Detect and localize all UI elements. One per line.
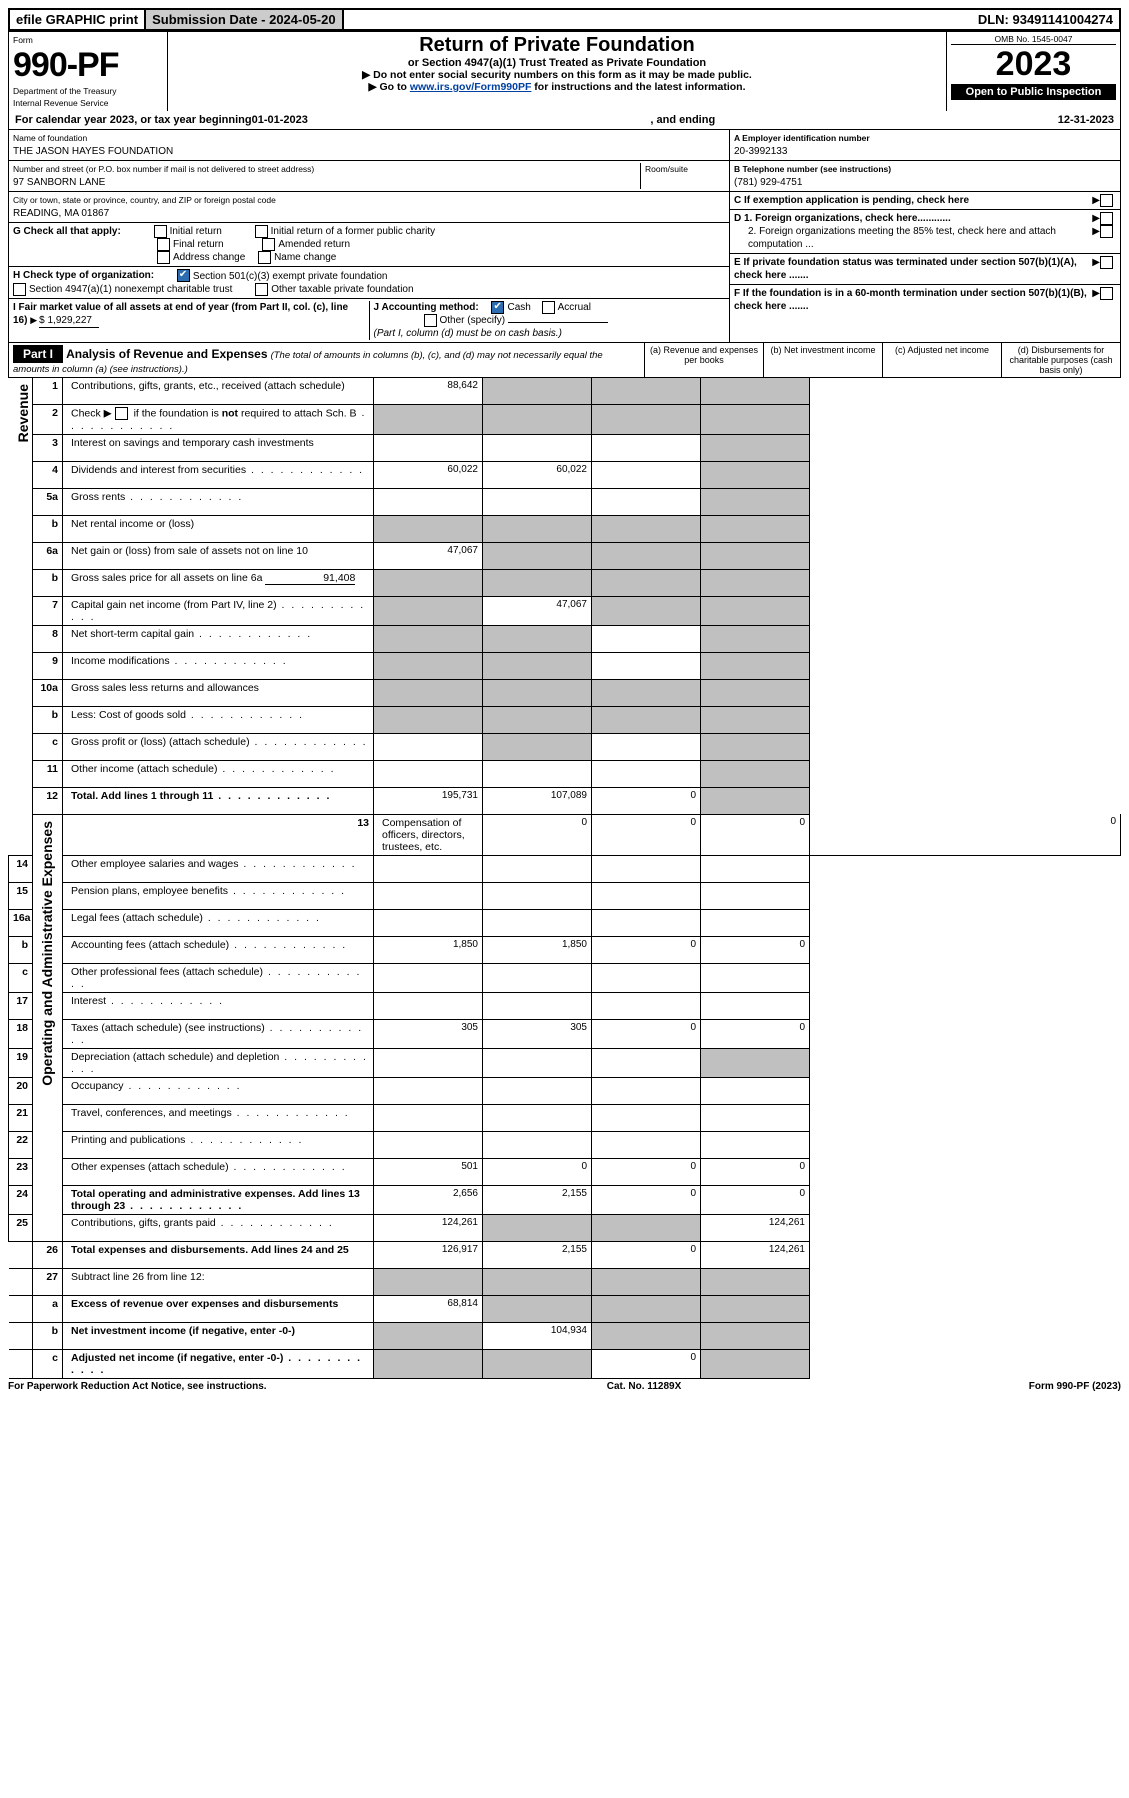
exemption-pending-checkbox[interactable] (1100, 194, 1113, 207)
street-address: 97 SANBORN LANE (13, 177, 105, 188)
room-label: Room/suite (645, 164, 688, 174)
info-grid: Name of foundation THE JASON HAYES FOUND… (8, 130, 1121, 343)
part1-title: Analysis of Revenue and Expenses (66, 347, 267, 361)
d2-label: 2. Foreign organizations meeting the 85%… (734, 225, 1092, 251)
j-label: J Accounting method: (374, 302, 479, 313)
revenue-section-label: Revenue (13, 380, 33, 446)
foreign-org-checkbox[interactable] (1100, 212, 1113, 225)
cat-no: Cat. No. 11289X (485, 1381, 803, 1392)
part1-label: Part I (13, 345, 63, 363)
top-bar: efile GRAPHIC print Submission Date - 20… (8, 8, 1121, 31)
h-label: H Check type of organization: (13, 271, 154, 282)
dept-label: Department of the Treasury (13, 86, 116, 96)
irs-link[interactable]: www.irs.gov/Form990PF (410, 81, 532, 93)
part1-header: Part I Analysis of Revenue and Expenses … (8, 343, 1121, 378)
e-label: E If private foundation status was termi… (734, 256, 1092, 282)
former-charity-checkbox[interactable] (255, 225, 268, 238)
addr-label: Number and street (or P.O. box number if… (13, 164, 314, 174)
opex-section-label: Operating and Administrative Expenses (37, 817, 57, 1090)
final-return-checkbox[interactable] (157, 238, 170, 251)
ein-label: A Employer identification number (734, 133, 870, 143)
note-link-row: ▶ Go to www.irs.gov/Form990PF for instru… (172, 81, 942, 93)
omb-label: OMB No. 1545-0047 (951, 34, 1116, 45)
cash-checkbox[interactable] (491, 301, 504, 314)
foreign-85-checkbox[interactable] (1100, 225, 1113, 238)
form-title: Return of Private Foundation (172, 34, 942, 57)
amended-return-checkbox[interactable] (262, 238, 275, 251)
name-change-checkbox[interactable] (258, 251, 271, 264)
form-number: 990-PF (13, 46, 119, 84)
j-note: (Part I, column (d) must be on cash basi… (374, 328, 562, 339)
col-a-head: (a) Revenue and expenses per books (644, 343, 763, 377)
fmv-value: $ 1,929,227 (39, 314, 99, 328)
phone-label: B Telephone number (see instructions) (734, 164, 891, 174)
form-ref: Form 990-PF (2023) (803, 1381, 1121, 1392)
60month-checkbox[interactable] (1100, 287, 1113, 300)
submission-date: Submission Date - 2024-05-20 (146, 10, 344, 29)
status-terminated-checkbox[interactable] (1100, 256, 1113, 269)
irs-label: Internal Revenue Service (13, 98, 108, 108)
efile-label[interactable]: efile GRAPHIC print (10, 10, 146, 29)
tax-year: 2023 (951, 45, 1116, 84)
city-state-zip: READING, MA 01867 (13, 208, 109, 219)
name-label: Name of foundation (13, 133, 87, 143)
calendar-year-row: For calendar year 2023, or tax year begi… (8, 111, 1121, 130)
form-header: Form 990-PF Department of the Treasury I… (8, 31, 1121, 111)
501c3-checkbox[interactable] (177, 269, 190, 282)
accrual-checkbox[interactable] (542, 301, 555, 314)
phone-value: (781) 929-4751 (734, 177, 802, 188)
c-label: C If exemption application is pending, c… (734, 194, 1092, 207)
page-footer: For Paperwork Reduction Act Notice, see … (8, 1379, 1121, 1392)
col-c-head: (c) Adjusted net income (882, 343, 1001, 377)
4947-checkbox[interactable] (13, 283, 26, 296)
dln-label: DLN: 93491141004274 (972, 10, 1119, 29)
ein-value: 20-3992133 (734, 146, 787, 157)
form-subtitle: or Section 4947(a)(1) Trust Treated as P… (172, 57, 942, 69)
open-inspection: Open to Public Inspection (951, 84, 1116, 100)
f-label: F If the foundation is in a 60-month ter… (734, 287, 1092, 313)
initial-return-checkbox[interactable] (154, 225, 167, 238)
other-taxable-checkbox[interactable] (255, 283, 268, 296)
col-d-head: (d) Disbursements for charitable purpose… (1001, 343, 1120, 377)
foundation-name: THE JASON HAYES FOUNDATION (13, 146, 173, 157)
schb-checkbox[interactable] (115, 407, 128, 420)
note-ssn: ▶ Do not enter social security numbers o… (172, 69, 942, 81)
other-method-checkbox[interactable] (424, 314, 437, 327)
g-label: G Check all that apply: (13, 226, 121, 237)
form-label: Form (13, 35, 33, 45)
address-change-checkbox[interactable] (157, 251, 170, 264)
paperwork-notice: For Paperwork Reduction Act Notice, see … (8, 1381, 485, 1392)
d1-label: D 1. Foreign organizations, check here..… (734, 212, 1092, 225)
city-label: City or town, state or province, country… (13, 195, 276, 205)
revenue-expense-table: Revenue 1Contributions, gifts, grants, e… (8, 378, 1121, 1379)
col-b-head: (b) Net investment income (763, 343, 882, 377)
